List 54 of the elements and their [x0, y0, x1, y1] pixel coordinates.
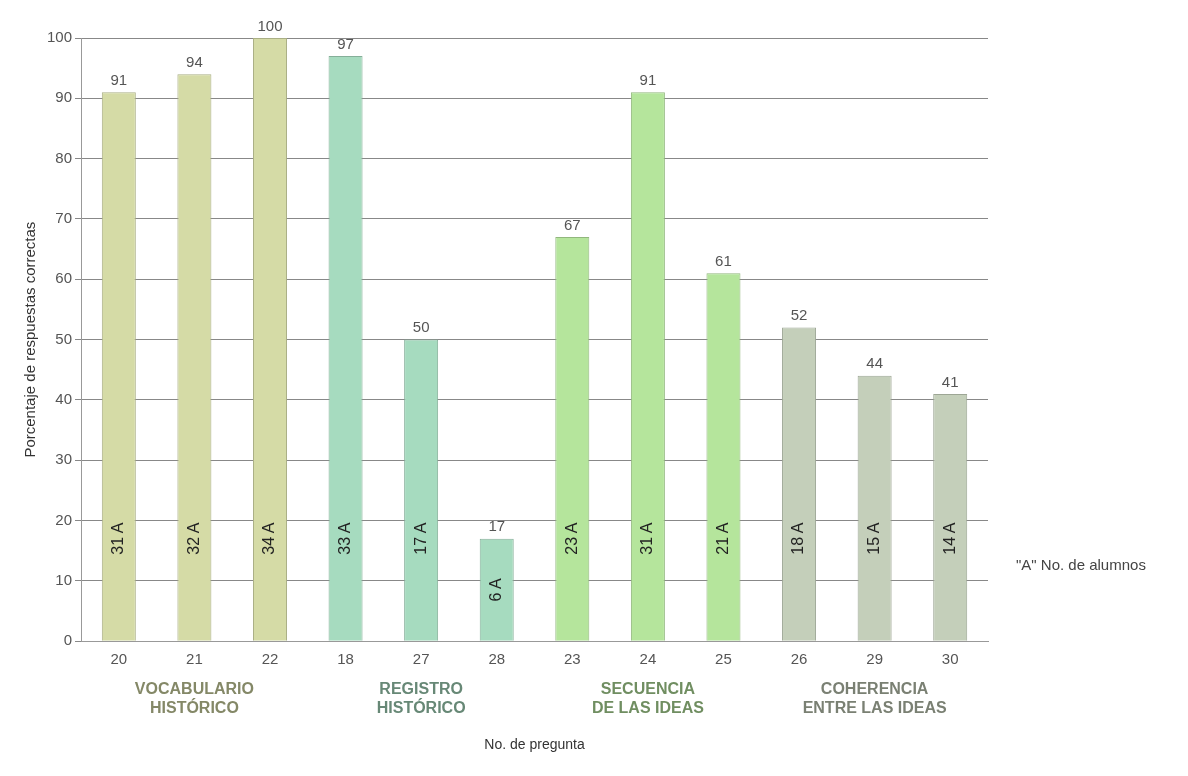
data-label: 100: [257, 16, 283, 34]
annotation: 34 A: [260, 522, 278, 555]
annotation: 6 A: [487, 578, 505, 602]
y-tick-label: 40: [55, 390, 73, 408]
annotation: 21 A: [713, 522, 731, 555]
y-axis-title: Porcentaje de respuestas correctas: [21, 221, 39, 458]
x-tick-label: 22: [261, 650, 279, 668]
annotation: 31 A: [109, 522, 127, 555]
data-label: 97: [337, 34, 354, 52]
x-axis-title: No. de pregunta: [484, 736, 585, 753]
annotation: 33 A: [335, 522, 353, 555]
y-tick-label: 70: [55, 209, 73, 227]
text: SECUENCIA DE LAS IDEAS: [591, 679, 705, 716]
y-tick-label: 80: [55, 148, 73, 166]
data-label: 50: [412, 318, 430, 336]
data-label: 61: [715, 251, 732, 269]
y-tick-label: 50: [55, 329, 73, 347]
annotation: 32 A: [184, 522, 202, 555]
data-label: 67: [563, 215, 581, 233]
y-tick-label: 10: [55, 571, 73, 589]
text: COHERENCIA ENTRE LAS IDEAS: [802, 679, 947, 716]
x-tick-label: 25: [715, 650, 732, 668]
x-tick-label: 23: [563, 650, 581, 668]
x-tick-label: 29: [866, 650, 883, 668]
x-tick-label: 27: [412, 650, 430, 668]
data-label: 91: [110, 70, 128, 88]
y-tick-label: 30: [55, 450, 73, 468]
x-tick-label: 20: [110, 650, 128, 668]
data-label: 94: [186, 52, 203, 70]
y-tick-label: 60: [55, 269, 73, 287]
annotation: 18 A: [789, 522, 807, 555]
annotation: 17 A: [411, 522, 429, 555]
y-tick-label: 100: [47, 28, 73, 46]
annotation: 31 A: [638, 522, 656, 555]
data-label: 17: [488, 517, 506, 535]
y-tick-label: 0: [63, 631, 73, 649]
data-label: 91: [639, 70, 657, 88]
text: VOCABULARIO HISTÓRICO: [134, 679, 254, 716]
annotation: 15 A: [865, 522, 883, 555]
x-tick-label: 21: [186, 650, 203, 668]
x-tick-label: 26: [790, 650, 808, 668]
x-tick-label: 28: [488, 650, 506, 668]
annotation: 23 A: [562, 522, 580, 555]
x-tick-label: 30: [941, 650, 959, 668]
text: REGISTRO HISTÓRICO: [376, 679, 466, 716]
y-tick-label: 20: [55, 510, 73, 528]
x-tick-label: 18: [337, 650, 354, 668]
data-label: 44: [866, 354, 883, 372]
text: "A" No. de alumnos: [1016, 555, 1146, 573]
annotation: 14 A: [940, 522, 958, 555]
data-label: 41: [941, 372, 959, 390]
data-label: 52: [790, 306, 808, 324]
y-tick-label: 90: [55, 88, 73, 106]
x-tick-label: 24: [639, 650, 657, 668]
